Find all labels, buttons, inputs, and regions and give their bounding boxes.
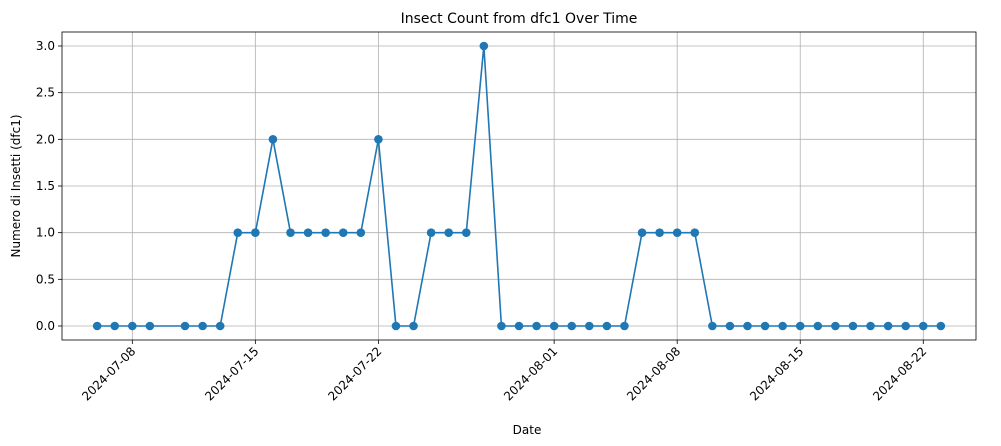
grid-lines (62, 32, 976, 340)
data-point (198, 321, 207, 331)
data-point (356, 228, 366, 237)
data-point (866, 321, 875, 331)
data-point (303, 228, 313, 237)
data-point (760, 321, 770, 331)
data-point (444, 228, 453, 237)
y-tick-label: 1.0 (36, 226, 55, 240)
data-point (461, 228, 471, 237)
data-point (813, 321, 823, 331)
x-tick-label: 2024-08-15 (747, 344, 806, 403)
data-point (215, 321, 225, 331)
x-tick-label: 2024-08-01 (501, 344, 560, 403)
data-point (725, 321, 735, 331)
data-point (233, 228, 243, 237)
data-point (655, 228, 664, 237)
x-tick-label: 2024-08-08 (624, 344, 683, 403)
y-tick-label: 3.0 (36, 39, 55, 53)
data-points (92, 41, 946, 331)
chart-title: Insect Count from dfc1 Over Time (401, 11, 638, 27)
y-tick-label: 2.0 (36, 132, 55, 146)
y-axis-ticks: 0.0 0.5 1.0 1.5 2.0 2.5 3.0 (36, 39, 62, 333)
data-point (180, 321, 190, 331)
y-tick-label: 2.5 (36, 86, 55, 100)
y-tick-label: 0.0 (36, 319, 55, 333)
data-point (743, 321, 752, 331)
data-point (128, 321, 137, 331)
data-point (708, 321, 717, 331)
data-point (532, 321, 541, 331)
data-point (374, 135, 383, 144)
data-point (321, 228, 330, 237)
y-tick-label: 1.5 (36, 179, 55, 193)
data-point (497, 321, 506, 331)
data-point (778, 321, 787, 331)
x-tick-label: 2024-07-08 (79, 344, 138, 403)
data-point (391, 321, 401, 331)
x-tick-label: 2024-08-22 (870, 344, 929, 403)
x-tick-label: 2024-07-22 (325, 344, 384, 403)
data-point (338, 228, 348, 237)
data-point (585, 321, 594, 331)
data-point (602, 321, 612, 331)
data-point (567, 321, 577, 331)
data-point (795, 321, 805, 331)
data-point (637, 228, 647, 237)
x-tick-label: 2024-07-15 (202, 344, 261, 403)
data-point (92, 321, 102, 331)
data-point (426, 228, 436, 237)
data-point (251, 228, 260, 237)
data-point (549, 321, 559, 331)
data-point (286, 228, 295, 237)
data-point (145, 321, 155, 331)
data-point (409, 321, 418, 331)
x-axis-ticks: 2024-07-08 2024-07-15 2024-07-22 2024-08-01… (79, 340, 929, 403)
data-point (918, 321, 928, 331)
data-point (690, 228, 700, 237)
data-point (831, 321, 840, 331)
data-point (268, 135, 278, 144)
data-point (901, 321, 910, 331)
data-point (883, 321, 893, 331)
data-point (620, 321, 629, 331)
data-point (848, 321, 858, 331)
data-point (479, 41, 489, 51)
data-point (672, 228, 682, 237)
y-axis-title: Numero di Insetti (dfc1) (9, 114, 23, 257)
y-tick-label: 0.5 (36, 272, 55, 286)
data-point (110, 321, 120, 331)
data-point (514, 321, 524, 331)
x-axis-title: Date (513, 423, 542, 437)
data-point (936, 321, 946, 331)
